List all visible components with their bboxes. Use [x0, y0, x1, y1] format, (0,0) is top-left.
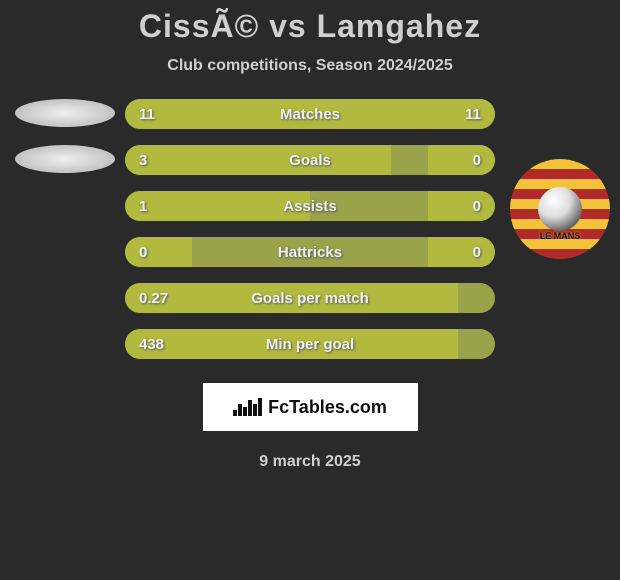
stat-label: Goals — [125, 152, 495, 169]
stat-label: Assists — [125, 198, 495, 215]
placeholder-ellipse-icon — [15, 145, 115, 173]
stats-list: 11Matches113Goals01Assists00Hattricks00.… — [125, 99, 495, 359]
brand-bar — [248, 400, 252, 416]
main-area: LE MANS 11Matches113Goals01Assists00Hatt… — [0, 99, 620, 359]
stat-value-right: 11 — [465, 106, 481, 123]
stat-label: Matches — [125, 106, 495, 123]
brand-bar — [243, 407, 247, 416]
brand-text: FcTables.com — [268, 397, 387, 418]
stat-row: 11Matches11 — [125, 99, 495, 129]
date-text: 9 march 2025 — [259, 453, 360, 471]
stat-label: Min per goal — [125, 336, 495, 353]
stat-row: 0.27Goals per match — [125, 283, 495, 313]
stat-label: Goals per match — [125, 290, 495, 307]
brand-bar — [233, 410, 237, 416]
stat-row: 0Hattricks0 — [125, 237, 495, 267]
stat-value-right: 0 — [473, 152, 481, 169]
club-badge-icon: LE MANS — [510, 159, 610, 259]
stat-label: Hattricks — [125, 244, 495, 261]
stat-row: 3Goals0 — [125, 145, 495, 175]
bar-chart-icon — [233, 398, 262, 416]
left-player-logo — [10, 99, 120, 173]
brand-bar — [253, 404, 257, 416]
stat-value-right: 0 — [473, 198, 481, 215]
page-title: CissÃ© vs Lamgahez — [139, 8, 481, 45]
soccer-ball-icon — [538, 187, 582, 231]
club-badge-label: LE MANS — [510, 231, 610, 241]
placeholder-ellipse-icon — [15, 99, 115, 127]
stat-row: 1Assists0 — [125, 191, 495, 221]
stat-row: 438Min per goal — [125, 329, 495, 359]
right-club-logo: LE MANS — [510, 159, 610, 259]
brand-box[interactable]: FcTables.com — [203, 383, 418, 431]
stat-value-right: 0 — [473, 244, 481, 261]
page-subtitle: Club competitions, Season 2024/2025 — [167, 57, 452, 75]
brand-bar — [238, 404, 242, 416]
brand-bar — [258, 398, 262, 416]
